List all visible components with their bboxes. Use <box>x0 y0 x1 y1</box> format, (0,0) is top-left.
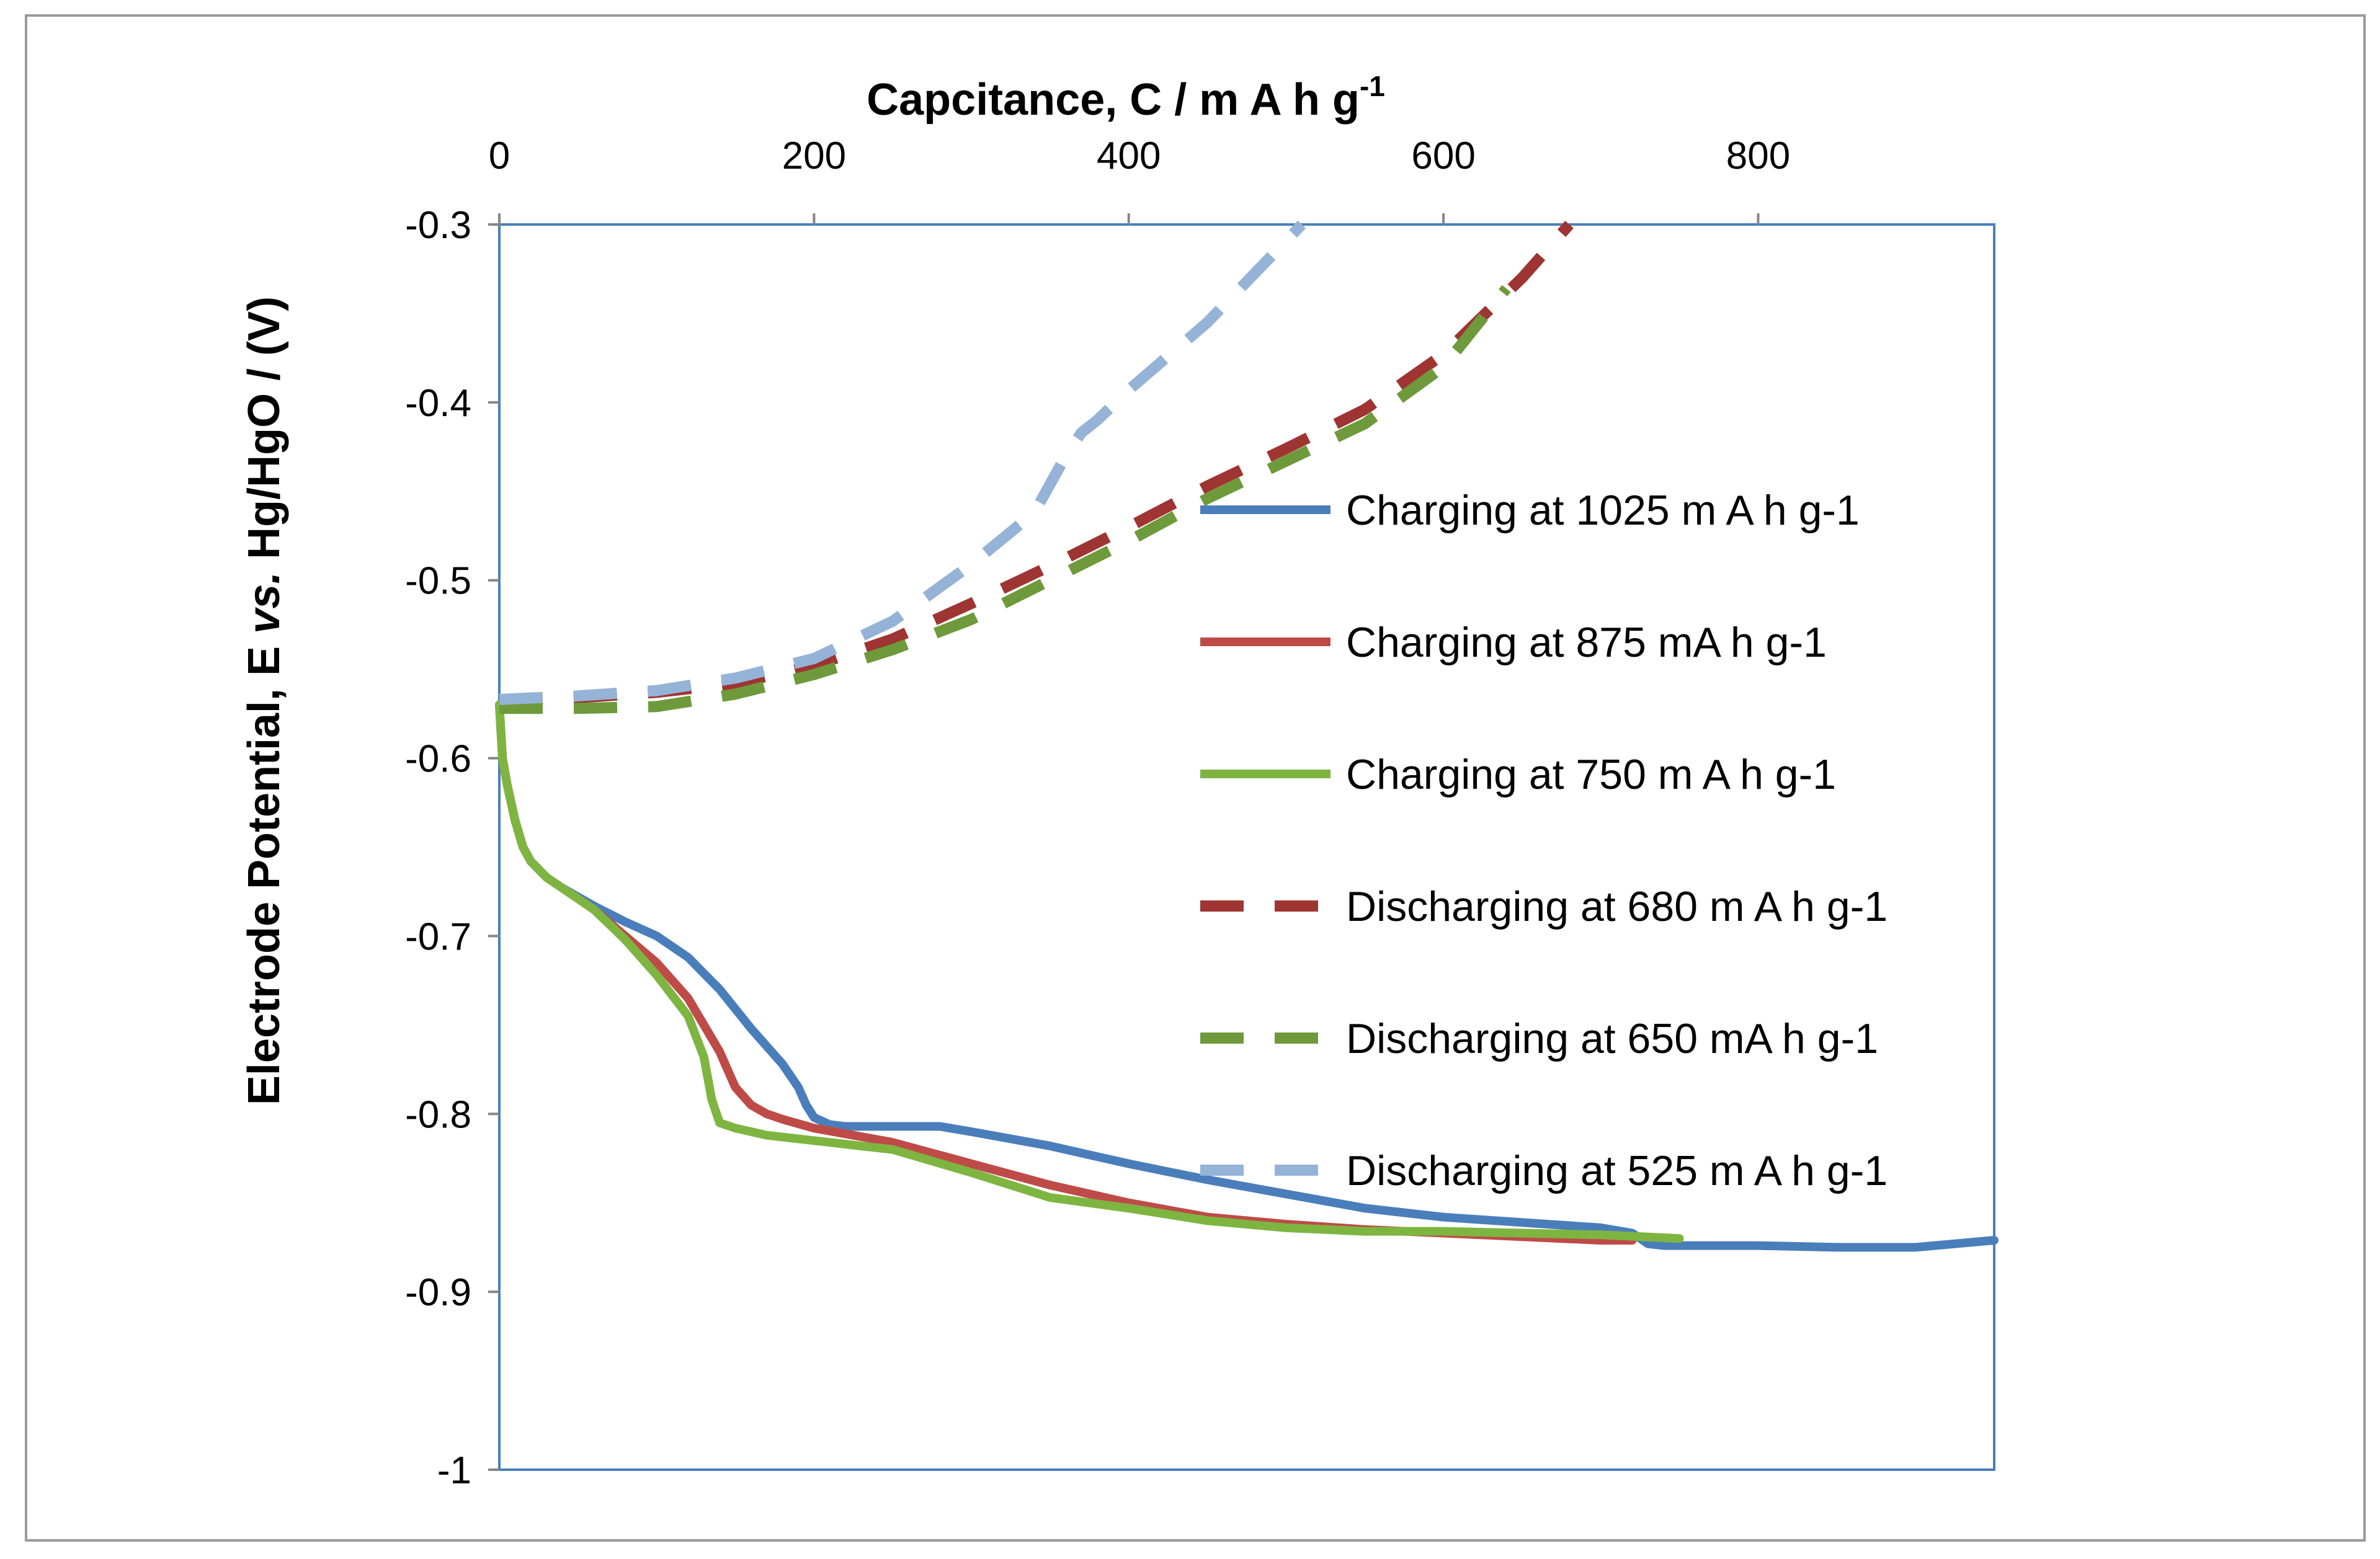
series-layer <box>495 220 1999 1252</box>
y-axis-title-part: vs. <box>239 572 289 634</box>
legend-label-3: Charging at 750 m A h g-1 <box>1346 751 1836 798</box>
y-tick-label: -0.4 <box>405 382 471 425</box>
x-tick-label: 800 <box>1726 135 1790 177</box>
x-axis-title-main: Capcitance, C / m A h g <box>867 75 1360 125</box>
outer-frame <box>25 14 2366 1542</box>
x-axis-title: Capcitance, C / m A h g-1 <box>867 70 1385 125</box>
legend-label-2: Charging at 875 mA h g-1 <box>1346 619 1827 666</box>
series-line-3 <box>495 700 1684 1243</box>
legend-label-4: Discharging at 680 m A h g-1 <box>1346 883 1888 930</box>
y-tick-label: -1 <box>437 1449 471 1492</box>
y-axis-title: Electrode Potential, E vs. Hg/HgO / (V) <box>239 296 289 1105</box>
legend-label-5: Discharging at 650 mA h g-1 <box>1346 1015 1878 1062</box>
y-tick-label: -0.9 <box>405 1271 471 1314</box>
legend: Charging at 1025 m A h g-1 Charging at 87… <box>1200 487 1888 1194</box>
legend-label-1: Charging at 1025 m A h g-1 <box>1346 487 1860 534</box>
x-axis-title-superscript: -1 <box>1360 70 1385 102</box>
y-tick-label: -0.8 <box>405 1093 471 1136</box>
x-tick-label: 400 <box>1097 135 1161 177</box>
y-tick-label: -0.7 <box>405 915 471 958</box>
y-axis-title-part: Hg/HgO / (V) <box>239 296 289 572</box>
series-line-6 <box>499 220 1306 705</box>
y-tick-label: -0.3 <box>405 204 471 247</box>
x-tick-label: 0 <box>489 135 510 177</box>
y-tick-label: -0.6 <box>405 738 471 781</box>
y-tick-label: -0.5 <box>405 560 471 603</box>
x-tick-label: 200 <box>782 135 846 177</box>
series-line-5 <box>499 285 1511 714</box>
x-tick-label: 600 <box>1411 135 1475 177</box>
y-axis-title-part: Electrode Potential, E <box>239 634 289 1105</box>
plot-area <box>498 223 1995 1471</box>
legend-label-6: Discharging at 525 m A h g-1 <box>1346 1147 1888 1194</box>
axis-labels: Capcitance, C / m A h g-1 Electrode Poten… <box>239 70 1385 1105</box>
axis-ticks: 0 200 400 600 800 -0.3 -0.4 -0.5 -0.6 -0.7 -0.8 -0.… <box>405 135 1790 1492</box>
